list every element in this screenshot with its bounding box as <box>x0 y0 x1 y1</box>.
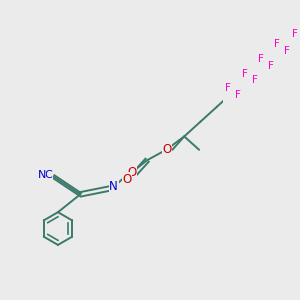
Text: N: N <box>109 180 118 194</box>
Text: F: F <box>284 46 290 56</box>
Text: F: F <box>292 29 298 39</box>
Text: O: O <box>122 173 132 186</box>
Text: O: O <box>128 166 137 178</box>
Text: F: F <box>268 61 274 70</box>
Text: N: N <box>38 170 46 180</box>
Text: F: F <box>252 75 258 85</box>
Text: F: F <box>225 83 231 93</box>
Text: F: F <box>242 69 247 79</box>
Text: F: F <box>258 54 264 64</box>
Text: C: C <box>44 170 52 180</box>
Text: O: O <box>163 142 172 156</box>
Text: F: F <box>274 39 280 49</box>
Text: F: F <box>236 90 241 100</box>
